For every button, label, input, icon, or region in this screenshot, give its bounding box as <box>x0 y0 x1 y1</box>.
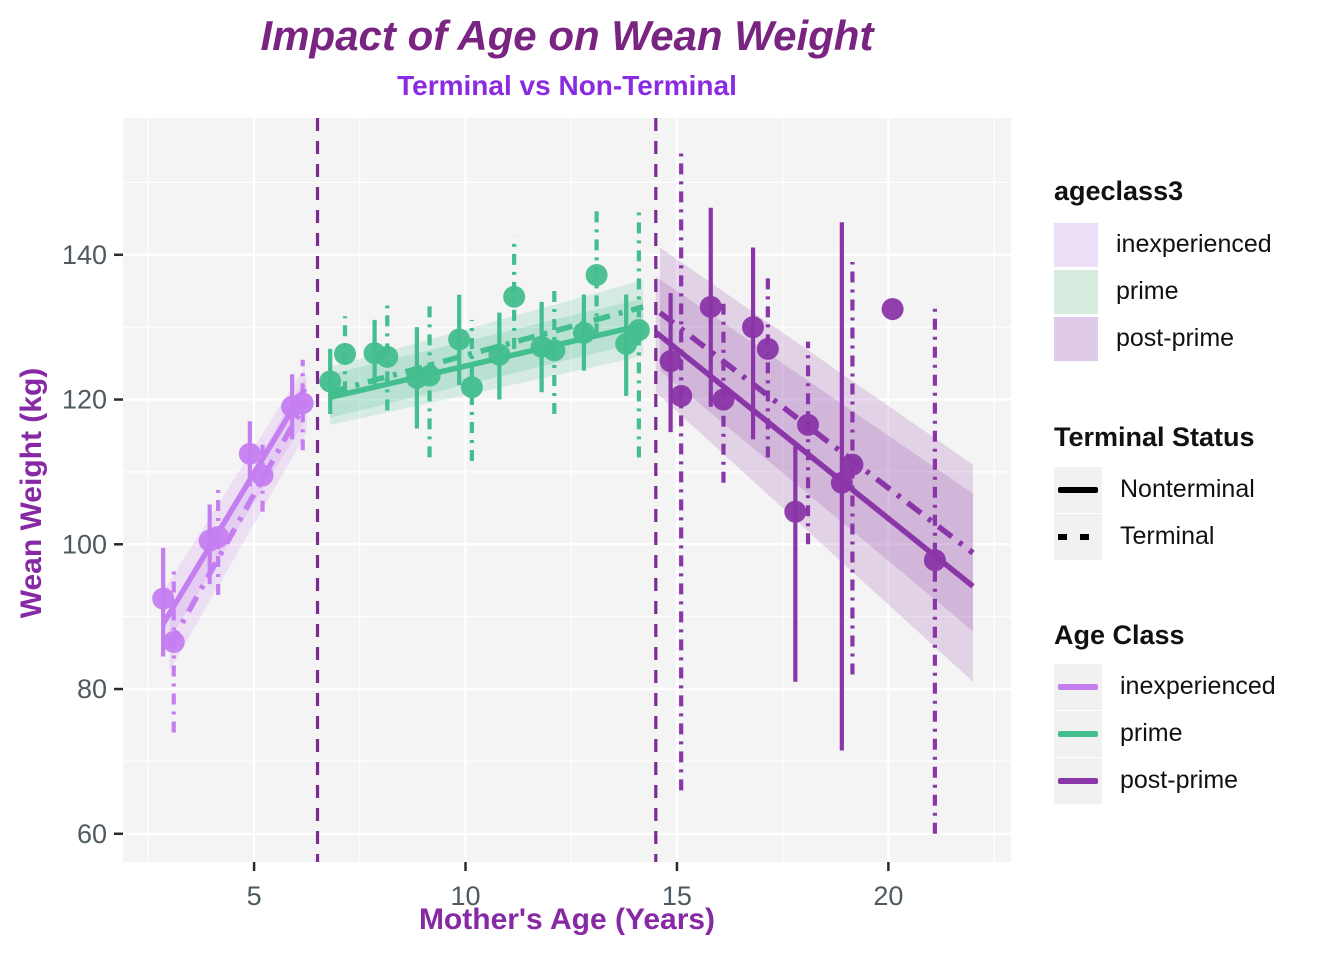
data-point <box>923 549 946 572</box>
x-tick-label: 20 <box>873 881 903 911</box>
data-point <box>319 370 342 393</box>
chart-subtitle: Terminal vs Non-Terminal <box>397 70 737 101</box>
x-tick-label: 15 <box>662 881 692 911</box>
legend-color-title: Age Class <box>1054 620 1185 650</box>
linetype-key-nonterminal <box>1054 466 1102 513</box>
data-point <box>488 343 511 366</box>
data-point <box>784 500 807 523</box>
data-point <box>627 319 650 342</box>
plot-panel <box>123 118 1011 862</box>
linetype-key-terminal <box>1054 513 1102 560</box>
legend-linetype-title: Terminal Status <box>1054 422 1255 452</box>
data-point <box>460 376 483 399</box>
colored-line-icon <box>1058 777 1098 784</box>
fill-swatch-inexperienced <box>1054 222 1098 267</box>
data-point <box>448 328 471 351</box>
data-point <box>615 332 638 355</box>
confidence-ribbon <box>169 374 307 671</box>
legend-linetype-item: Nonterminal <box>1054 466 1255 513</box>
data-point <box>881 298 904 321</box>
fill-swatch-prime <box>1054 269 1098 314</box>
data-point <box>376 345 399 368</box>
trend-line-nonterminal <box>654 330 975 589</box>
chart-title: Impact of Age on Wean Weight <box>260 12 874 59</box>
data-point <box>251 464 274 487</box>
y-tick-label: 120 <box>62 385 107 415</box>
data-point <box>238 442 261 465</box>
data-point <box>797 413 820 436</box>
confidence-ribbon <box>660 247 973 632</box>
fill-swatch-post-prime <box>1054 316 1098 361</box>
data-point <box>585 264 608 287</box>
data-point <box>334 342 356 365</box>
data-point <box>503 285 526 308</box>
trend-line-terminal <box>658 310 975 556</box>
data-point <box>756 337 779 360</box>
data-point <box>207 526 230 549</box>
legend-color-label: prime <box>1120 719 1183 747</box>
y-tick-label: 140 <box>62 240 107 270</box>
y-tick-label: 60 <box>77 819 107 849</box>
data-point <box>670 384 693 407</box>
x-axis-title: Mother's Age (Years) <box>418 903 716 936</box>
legend-fill-label: post-prime <box>1116 324 1235 352</box>
legend-color-label: post-prime <box>1120 766 1239 794</box>
trend-line-nonterminal <box>329 322 644 401</box>
data-point <box>418 364 441 387</box>
data-point <box>742 316 765 339</box>
legend-fill-item: prime <box>1054 268 1179 315</box>
confidence-ribbon <box>330 280 644 418</box>
trend-line-terminal <box>167 398 310 647</box>
legend-fill-item: inexperienced <box>1054 221 1272 268</box>
legend-color-item: inexperienced <box>1054 663 1276 710</box>
data-point <box>572 321 595 344</box>
legend-linetype-item: Terminal <box>1054 513 1214 560</box>
dashed-line-icon <box>1058 533 1098 540</box>
confidence-ribbon <box>163 366 305 650</box>
solid-line-icon <box>1058 486 1098 493</box>
data-point <box>162 630 185 653</box>
data-point <box>152 587 175 610</box>
colored-line-icon <box>1058 683 1098 690</box>
data-point <box>659 350 682 373</box>
x-tick-label: 5 <box>247 881 262 911</box>
data-point <box>198 529 221 552</box>
data-point <box>830 471 853 494</box>
legend-fill-item: post-prime <box>1054 315 1234 362</box>
data-point <box>530 335 553 358</box>
confidence-ribbon <box>330 298 644 425</box>
data-point <box>712 388 735 411</box>
data-point <box>281 395 304 418</box>
data-point <box>841 453 864 476</box>
color-key-inexperienced <box>1054 663 1102 710</box>
legend-fill-label: prime <box>1116 277 1179 305</box>
legend-linetype-label: Terminal <box>1120 522 1215 550</box>
data-point <box>363 342 386 365</box>
trend-line-nonterminal <box>160 387 308 626</box>
trend-line-terminal <box>329 304 644 395</box>
y-axis-title: Wean Weight (kg) <box>15 367 48 619</box>
x-tick-label: 10 <box>450 881 480 911</box>
confidence-ribbon <box>655 276 973 682</box>
y-tick-label: 100 <box>62 529 107 559</box>
color-key-prime <box>1054 710 1102 757</box>
y-tick-label: 80 <box>77 674 107 704</box>
legend-fill-label: inexperienced <box>1116 230 1272 258</box>
legend-color-item: post-prime <box>1054 757 1238 804</box>
colored-line-icon <box>1058 730 1098 737</box>
legend-color-item: prime <box>1054 710 1183 757</box>
legend-panel: ageclass3 inexperienced prime post-prime… <box>1048 0 1344 960</box>
legend-color-label: inexperienced <box>1120 672 1276 700</box>
data-point <box>405 366 428 389</box>
data-point <box>291 392 314 415</box>
legend-linetype-label: Nonterminal <box>1120 475 1255 503</box>
data-point <box>699 295 722 318</box>
legend-fill-title: ageclass3 <box>1054 176 1184 206</box>
color-key-post-prime <box>1054 757 1102 804</box>
data-point <box>543 339 566 362</box>
